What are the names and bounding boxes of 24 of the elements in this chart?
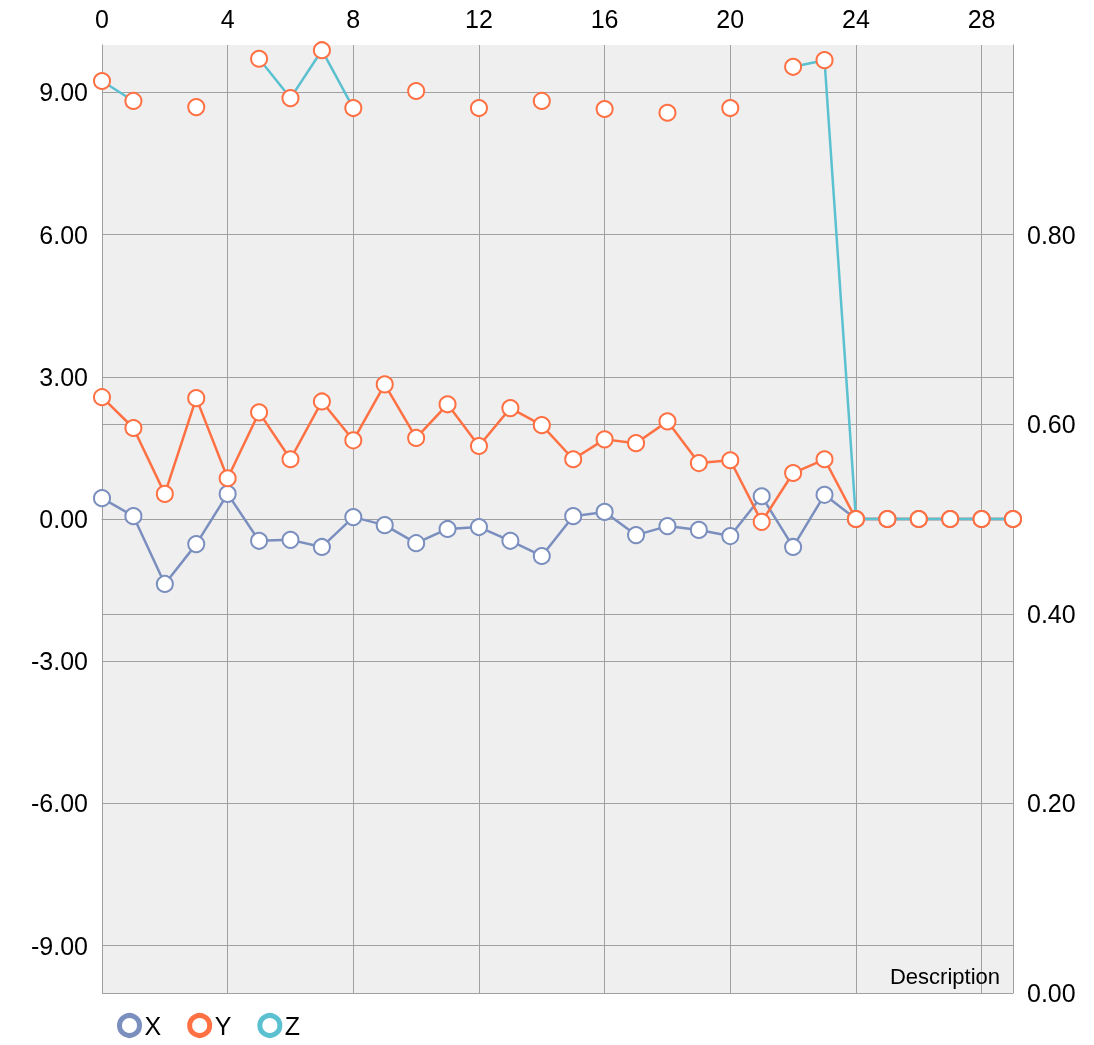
y2-tick-label: 0.60 (1027, 410, 1076, 439)
y-tick-label: -6.00 (31, 789, 88, 818)
y2-tick-label: 0.80 (1027, 220, 1076, 249)
y-tick-label: -3.00 (31, 647, 88, 676)
x-tick-label: 12 (465, 4, 493, 33)
y2-tick-label: 0.40 (1027, 599, 1076, 628)
y-tick-label: 3.00 (39, 362, 88, 391)
legend-label: Z (284, 1011, 301, 1040)
y2-tick-label: 0.20 (1027, 789, 1076, 818)
x-tick-label: 28 (967, 4, 996, 33)
y-tick-label: 0.00 (39, 505, 88, 533)
y-tick-label: 6.00 (39, 220, 88, 249)
y2-tick-label: 0.00 (1027, 979, 1076, 1007)
legend-label: Y (214, 1011, 232, 1040)
annotation: Description (889, 963, 1000, 989)
y-tick-label: 9.00 (39, 78, 88, 107)
x-tick-label: 20 (716, 4, 745, 33)
x-tick-label: 4 (220, 4, 235, 33)
x-tick-label: 16 (590, 4, 619, 33)
y-tick-label: -9.00 (31, 931, 88, 960)
x-tick-label: 8 (346, 4, 361, 33)
x-tick-label: 0 (95, 4, 109, 33)
legend-label: X (144, 1011, 162, 1040)
x-tick-label: 24 (842, 4, 870, 33)
